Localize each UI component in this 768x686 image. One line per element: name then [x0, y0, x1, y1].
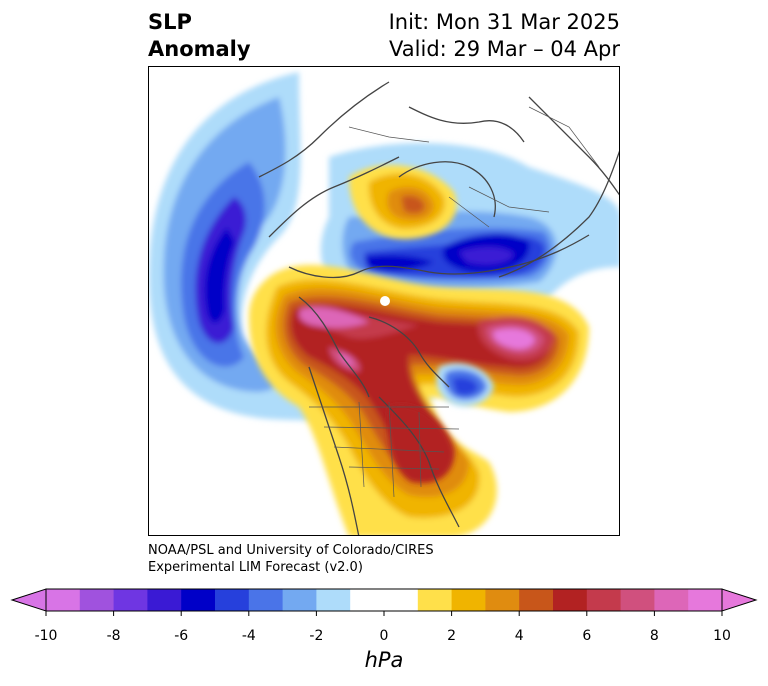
colorbar-cell: [586, 589, 622, 611]
credit-text: NOAA/PSL and University of Colorado/CIRE…: [148, 542, 434, 576]
colorbar-tick-label: 2: [447, 628, 457, 644]
credit-line-2: Experimental LIM Forecast (v2.0): [148, 560, 363, 575]
polar-gap: [380, 296, 390, 306]
colorbar-cell: [79, 589, 115, 611]
colorbar: [10, 588, 758, 616]
northern-europe-high: [349, 165, 457, 240]
colorbar-tick-label: 10: [713, 628, 731, 644]
colorbar-tick-label: -10: [34, 628, 58, 644]
credit-line-1: NOAA/PSL and University of Colorado/CIRE…: [148, 543, 434, 558]
colorbar-tick-label: -4: [241, 628, 256, 644]
anomaly-map: [149, 72, 619, 535]
colorbar-cell: [485, 589, 520, 611]
colorbar-cell: [46, 589, 81, 611]
colorbar-cell: [316, 589, 351, 611]
colorbar-tick-label: -2: [309, 628, 324, 644]
colorbar-cell: [113, 589, 148, 611]
north-pacific-low: [149, 72, 439, 421]
colorbar-units: hPa: [364, 648, 404, 672]
colorbar-cell: [282, 589, 317, 611]
colorbar-extend-high: [721, 588, 758, 612]
colorbar-cell: [215, 589, 250, 611]
init-date: Init: Mon 31 Mar 2025: [388, 10, 620, 34]
colorbar-tick-label: 8: [649, 628, 659, 644]
coastlines: [258, 81, 619, 535]
alaska-canada-high: [249, 264, 589, 535]
colorbar-cell: [147, 589, 182, 611]
map-title: SLP Anomaly: [148, 9, 251, 63]
title-line-2: Anomaly: [148, 37, 251, 61]
eastern-us-high: [387, 405, 454, 484]
colorbar-tick-label: 6: [582, 628, 592, 644]
title-line-1: SLP: [148, 10, 192, 34]
colorbar-cell: [451, 589, 486, 611]
forecast-dates: Init: Mon 31 Mar 2025 Valid: 29 Mar – 04…: [389, 9, 620, 63]
colorbar-cell: [248, 589, 284, 611]
colorbar-tick-label: -6: [174, 628, 189, 644]
colorbar-cell: [350, 589, 385, 611]
colorbar-cell: [553, 589, 588, 611]
colorbar-cell: [181, 589, 216, 611]
colorbar-tick-label: 4: [514, 628, 524, 644]
valid-range: Valid: 29 Mar – 04 Apr: [389, 37, 620, 61]
map-panel: [148, 66, 620, 536]
colorbar-tick-label: -8: [106, 628, 121, 644]
colorbar-tick-label: 0: [379, 628, 389, 644]
colorbar-cell: [654, 589, 689, 611]
borders: [309, 106, 600, 498]
colorbar-cell: [384, 589, 419, 611]
colorbar-cell: [417, 589, 453, 611]
colorbar-cell: [519, 589, 554, 611]
colorbar-cell: [688, 589, 723, 611]
colorbar-cell: [620, 589, 655, 611]
labrador-sea-low: [436, 363, 494, 407]
colorbar-extend-low: [10, 588, 47, 612]
